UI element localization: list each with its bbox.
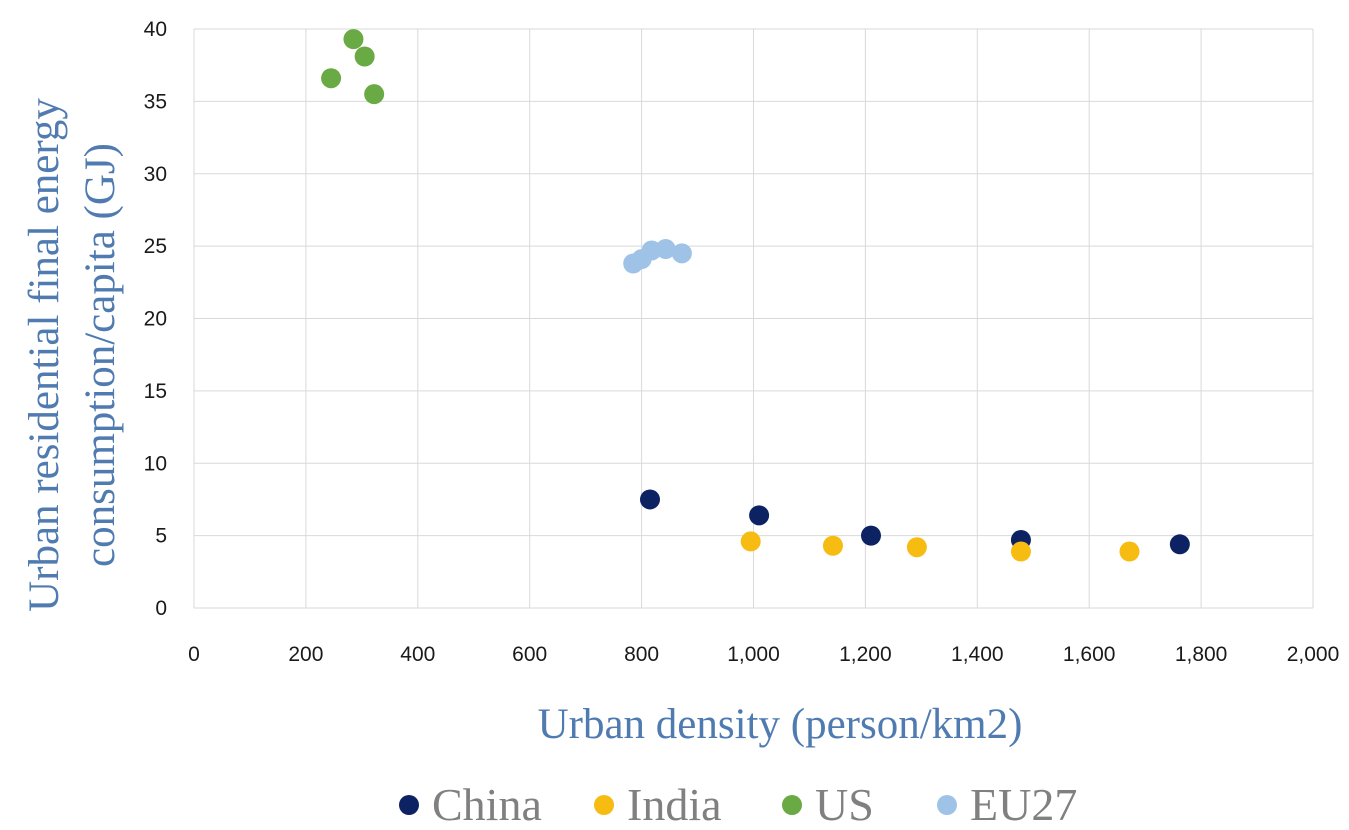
x-axis-ticks: 0 200 400 600 800 1,000 1,200 1,400 1,600 1,800 2,… [188, 643, 1339, 666]
data-point-us [364, 84, 385, 105]
data-point-india [1010, 541, 1031, 562]
x-tick-label: 400 [400, 643, 435, 666]
x-tick-label: 200 [288, 643, 323, 666]
data-point-china [639, 489, 660, 510]
data-point-us [343, 29, 364, 50]
data-point-india [740, 531, 761, 552]
legend-marker-us [782, 795, 802, 815]
x-tick-label: 600 [512, 643, 547, 666]
data-point-china [860, 525, 881, 546]
y-tick-label: 40 [144, 18, 167, 41]
legend-marker-china [399, 795, 419, 815]
y-tick-label: 30 [144, 163, 167, 186]
x-axis-title: Urban density (person/km2) [538, 701, 1023, 748]
data-point-china [1169, 534, 1190, 555]
legend-marker-india [594, 795, 614, 815]
data-point-india [822, 535, 843, 556]
y-axis-title-line-1: Urban residential final energy [21, 98, 68, 612]
x-tick-label: 2,000 [1287, 643, 1340, 666]
data-point-india [1119, 541, 1140, 562]
x-tick-label: 1,400 [951, 643, 1004, 666]
y-tick-label: 20 [144, 308, 167, 331]
legend-label-us: US [815, 779, 874, 830]
legend: China India US EU27 [399, 779, 1077, 830]
x-tick-label: 800 [624, 643, 659, 666]
data-point-eu27 [671, 243, 692, 264]
y-tick-label: 5 [155, 525, 167, 548]
legend-label-eu27: EU27 [970, 779, 1077, 830]
y-tick-label: 10 [144, 452, 167, 475]
legend-marker-eu27 [937, 795, 957, 815]
y-tick-label: 0 [155, 597, 167, 620]
data-point-us [321, 68, 342, 89]
data-points [321, 29, 1190, 562]
x-tick-label: 1,200 [839, 643, 892, 666]
y-axis-title-line-2: consumption/capita (GJ) [77, 143, 124, 567]
data-point-india [906, 537, 927, 558]
y-tick-label: 35 [144, 90, 167, 113]
x-tick-label: 0 [188, 643, 200, 666]
y-tick-label: 25 [144, 235, 167, 258]
data-point-eu27 [655, 239, 676, 260]
x-tick-label: 1,800 [1175, 643, 1228, 666]
legend-label-china: China [432, 779, 542, 830]
x-tick-label: 1,000 [727, 643, 780, 666]
y-tick-label: 15 [144, 380, 167, 403]
y-axis-title: Urban residential final energy consumpti… [21, 98, 124, 612]
x-tick-label: 1,600 [1063, 643, 1116, 666]
data-point-china [749, 505, 770, 526]
data-point-us [354, 46, 375, 67]
y-axis-ticks: 0 5 10 15 20 25 30 35 40 [144, 18, 167, 620]
legend-label-india: India [627, 779, 722, 830]
